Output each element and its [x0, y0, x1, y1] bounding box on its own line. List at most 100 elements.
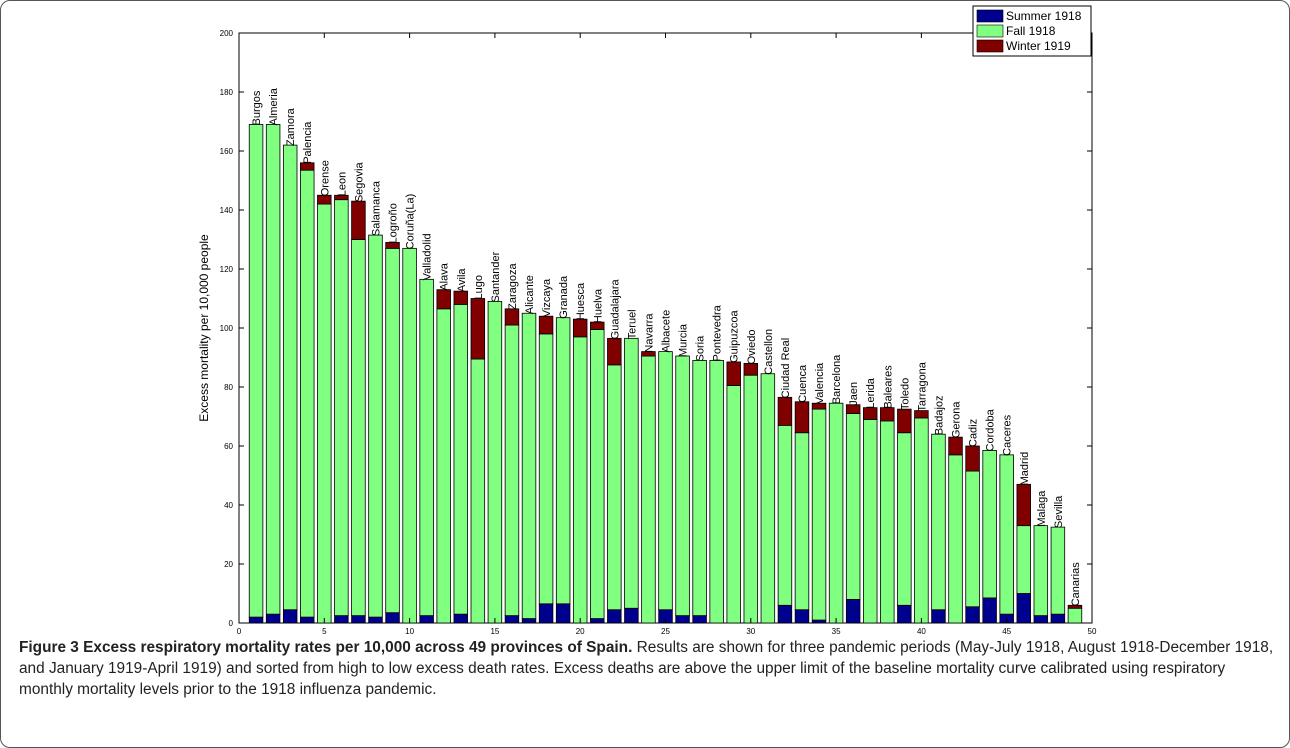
bar-segment — [641, 355, 656, 624]
bar-segment — [965, 445, 980, 472]
bar-segment — [590, 329, 605, 619]
bar-label: Cadiz — [968, 419, 980, 447]
bar-segment — [777, 396, 793, 426]
bar-segment — [351, 239, 366, 617]
bar-label: Soria — [695, 335, 707, 362]
legend-label: Fall 1918 — [1006, 24, 1056, 38]
bar-label: Guipuzcoa — [729, 309, 741, 362]
bar-segment — [1067, 607, 1083, 624]
bar-segment — [555, 603, 571, 624]
bar-label: Guadalajara — [609, 279, 621, 340]
bar-label: Madrid — [1019, 452, 1031, 486]
bar-segment — [572, 318, 588, 338]
bar-segment — [419, 615, 434, 624]
x-tick-label: 10 — [405, 627, 414, 636]
x-tick-label: 30 — [746, 627, 755, 636]
bar-segment — [572, 336, 588, 624]
bar-label: Badajoz — [933, 395, 945, 435]
bar-segment — [453, 613, 469, 624]
bar-segment — [521, 618, 537, 624]
bar-label: Vizcaya — [541, 278, 553, 317]
bar-segment — [300, 616, 315, 624]
bar-segment — [743, 362, 759, 376]
bar-segment — [265, 124, 281, 615]
bar-segment — [1067, 604, 1083, 609]
bar-segment — [470, 298, 486, 360]
bar-segment — [914, 410, 929, 419]
bar-segment — [368, 234, 383, 618]
bar-segment — [845, 404, 861, 414]
caption-title: Figure 3 Excess respiratory mortality ra… — [19, 639, 633, 656]
bar-segment — [794, 432, 810, 611]
bar-segment — [1016, 483, 1031, 527]
y-tick-label: 0 — [229, 619, 234, 628]
bar-label: Salamanca — [370, 180, 382, 236]
bar-segment — [931, 433, 946, 611]
bar-segment — [590, 321, 605, 330]
bar-segment — [436, 308, 451, 624]
bar-segment — [845, 413, 861, 600]
bar-label: Murcia — [678, 323, 690, 357]
x-tick-label: 45 — [1002, 627, 1011, 636]
bar-segment — [248, 124, 264, 618]
bar-segment — [862, 407, 878, 420]
bar-segment — [743, 374, 759, 624]
bar-segment — [982, 450, 997, 599]
bar-label: Tarragona — [916, 361, 928, 411]
bar-segment — [641, 351, 656, 357]
bar-segment — [487, 301, 503, 624]
bar-segment — [607, 364, 622, 611]
caption: Figure 3 Excess respiratory mortality ra… — [19, 637, 1277, 700]
bar-label: Huesca — [575, 282, 587, 320]
bar-segment — [658, 351, 673, 611]
bar-segment — [726, 385, 741, 624]
bar-segment — [948, 436, 963, 456]
bar-segment — [777, 424, 793, 606]
y-tick-label: 40 — [224, 501, 233, 510]
x-tick-label: 20 — [576, 627, 585, 636]
x-tick-label: 0 — [237, 627, 242, 636]
bar-label: Navarra — [643, 313, 655, 353]
bar-segment — [1033, 615, 1049, 624]
bar-label: Segovia — [353, 162, 365, 203]
bar-label: Castellon — [763, 329, 775, 375]
bar-segment — [555, 317, 571, 605]
bar-segment — [1033, 525, 1049, 617]
bar-segment — [624, 607, 639, 624]
bar-segment — [1016, 593, 1031, 624]
bar-segment — [675, 615, 690, 624]
y-tick-label: 120 — [220, 265, 234, 274]
bar-segment — [1050, 613, 1066, 624]
bar-segment — [931, 609, 946, 624]
bar-label: Burgos — [251, 90, 263, 125]
bar-label: Avila — [456, 268, 468, 293]
bar-segment — [999, 454, 1014, 615]
bar-segment — [811, 619, 827, 624]
bar-label: Cuenca — [797, 364, 809, 403]
legend-swatch — [976, 9, 1004, 23]
bar-segment — [692, 615, 707, 624]
bar-label: Gerona — [951, 401, 963, 439]
bar-label: Albacete — [661, 310, 673, 353]
bar-segment — [402, 247, 417, 624]
bar-segment — [351, 615, 366, 624]
bar-segment — [607, 337, 622, 366]
bar-segment — [538, 333, 554, 605]
bar-label: Baleares — [882, 365, 894, 409]
legend-swatch — [976, 39, 1004, 53]
bar-segment — [334, 199, 349, 617]
bar-segment — [914, 417, 929, 624]
legend-swatch — [976, 24, 1004, 38]
chart: Burgos Almeria Zamora Palencia Orense Leon Seg… — [197, 5, 1097, 636]
bar-label: Caceres — [1002, 414, 1014, 455]
bar-segment — [351, 200, 366, 240]
bar-segment — [1016, 525, 1031, 594]
bar-segment — [709, 360, 724, 624]
bar-segment — [521, 312, 537, 619]
bar-segment — [282, 144, 298, 611]
bar-segment — [265, 613, 281, 624]
bar-segment — [828, 402, 844, 624]
bar-segment — [692, 360, 707, 617]
bar-label: Cordoba — [985, 408, 997, 451]
